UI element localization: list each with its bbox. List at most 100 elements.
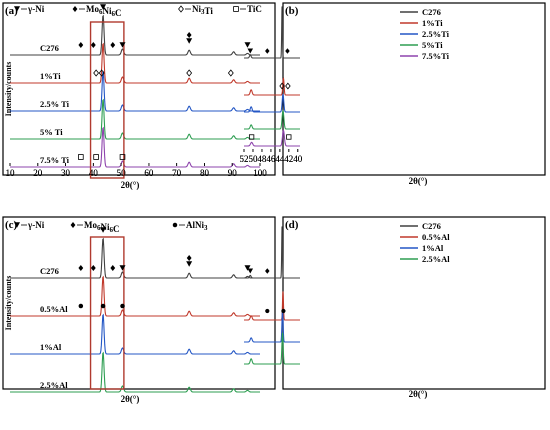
phase-marker xyxy=(186,32,192,38)
phase-marker xyxy=(98,69,105,77)
x-tick-label: 10 xyxy=(6,168,16,178)
phase-marker xyxy=(281,308,286,314)
x-tick-label: 90 xyxy=(228,168,238,178)
text-part: 3 xyxy=(201,8,205,16)
x-tick-label: 44 xyxy=(275,154,285,164)
x-tick-label: 80 xyxy=(200,168,210,178)
legend-entry: 2.5%Ti xyxy=(422,29,450,39)
text-part: Ni xyxy=(192,4,201,14)
legend-entry: 5%Ti xyxy=(422,40,443,50)
series-label: 2.5%Al xyxy=(40,380,68,390)
legend-symbol xyxy=(14,222,20,228)
phase-marker xyxy=(119,42,126,48)
y-axis-label: Intensity/counts xyxy=(4,62,13,117)
x-tick-label: 90 xyxy=(228,168,238,178)
legend-symbol xyxy=(178,5,184,13)
panel-a: (a) 10 20 30 40 50 60 70 80 90 100 2θ(°) Intensity/c… xyxy=(2,2,276,190)
x-tick-label: 20 xyxy=(33,168,43,178)
series-line xyxy=(10,237,260,279)
text-part: C xyxy=(113,224,120,234)
x-tick-label: 40 xyxy=(89,168,99,178)
series-line xyxy=(10,14,260,56)
phase-marker xyxy=(248,134,255,140)
x-tick-label: 42 xyxy=(284,154,293,164)
phase-marker xyxy=(120,303,125,309)
phase-marker xyxy=(265,308,270,314)
x-tick-label: 60 xyxy=(144,168,154,178)
phase-marker xyxy=(265,48,270,54)
legend-symbol xyxy=(14,6,20,12)
x-tick-label: 52 xyxy=(240,154,249,164)
series-line xyxy=(10,313,260,355)
series-line xyxy=(244,6,300,59)
highlight-box xyxy=(89,21,125,179)
panel-frame xyxy=(282,2,546,176)
phase-marker xyxy=(279,82,285,90)
phase-marker xyxy=(100,4,107,10)
legend-symbol xyxy=(70,222,76,228)
series-line xyxy=(10,275,260,317)
legend-entry: γ-Ni xyxy=(27,4,45,14)
text-part: 6 xyxy=(112,10,116,18)
phase-marker xyxy=(93,154,99,160)
x-tick-label: 70 xyxy=(172,168,182,178)
phase-marker xyxy=(265,268,270,274)
panel-c: (c) 10 20 30 40 50 60 70 80 90 100 2θ(°) Intensity/c… xyxy=(2,163,276,404)
text-part: TiC xyxy=(247,4,262,14)
legend-entry: 1%Ti xyxy=(422,18,443,28)
series-label: 7.5% Ti xyxy=(40,155,70,165)
phase-marker xyxy=(110,42,116,48)
x-axis-label: 2θ(°) xyxy=(121,180,140,190)
phase-marker xyxy=(78,154,84,160)
text-part: Ti xyxy=(205,6,214,16)
x-tick-label: 52 xyxy=(240,154,249,164)
legend-entry: γ-Ni xyxy=(27,220,45,230)
series-line xyxy=(10,98,260,140)
legend-entry: 0.5%Al xyxy=(422,232,450,242)
x-tick-label: 100 xyxy=(253,168,267,178)
phase-marker xyxy=(285,48,290,54)
series-line xyxy=(10,70,260,112)
x-tick-label: 10 xyxy=(6,168,16,178)
phase-marker xyxy=(119,265,126,271)
text-part: 6 xyxy=(97,224,101,232)
series-line xyxy=(244,226,300,279)
x-tick-label: 20 xyxy=(33,168,43,178)
text-part: Ni xyxy=(101,222,110,232)
series-line xyxy=(244,93,300,113)
series-line xyxy=(244,332,300,365)
x-tick-label: 60 xyxy=(144,168,154,178)
phase-marker xyxy=(78,303,84,309)
text-part: AlNi xyxy=(186,220,204,230)
series-line xyxy=(244,291,300,321)
phase-marker xyxy=(186,255,192,261)
x-tick-label: 48 xyxy=(257,154,267,164)
series-label: C276 xyxy=(40,43,59,53)
phase-marker xyxy=(90,265,96,271)
text-part: 6 xyxy=(99,8,103,16)
x-tick-label: 40 xyxy=(293,154,303,164)
x-axis-label: 2θ(°) xyxy=(121,394,140,404)
x-axis-label: 2θ(°) xyxy=(409,389,428,399)
x-tick-label: 30 xyxy=(61,168,71,178)
legend-entry: Mo6Ni6C xyxy=(86,4,122,18)
phase-marker xyxy=(110,265,116,271)
text-part: γ-Ni xyxy=(27,4,45,14)
legend-entry: Ni3Ti xyxy=(192,4,213,16)
series-line xyxy=(10,126,260,168)
x-tick-label: 50 xyxy=(248,154,258,164)
panel-frame xyxy=(282,216,546,390)
text-part: Ni xyxy=(103,6,112,16)
x-tick-label: 100 xyxy=(253,168,267,178)
phase-marker xyxy=(186,69,193,77)
series-label: 5% Ti xyxy=(40,127,63,137)
phase-marker xyxy=(100,303,106,309)
legend-entry: C276 xyxy=(422,221,441,231)
x-tick-label: 50 xyxy=(117,168,127,178)
phase-marker xyxy=(247,48,254,54)
phase-marker xyxy=(186,261,193,267)
x-tick-label: 50 xyxy=(248,154,258,164)
text-part: 3 xyxy=(204,224,208,232)
